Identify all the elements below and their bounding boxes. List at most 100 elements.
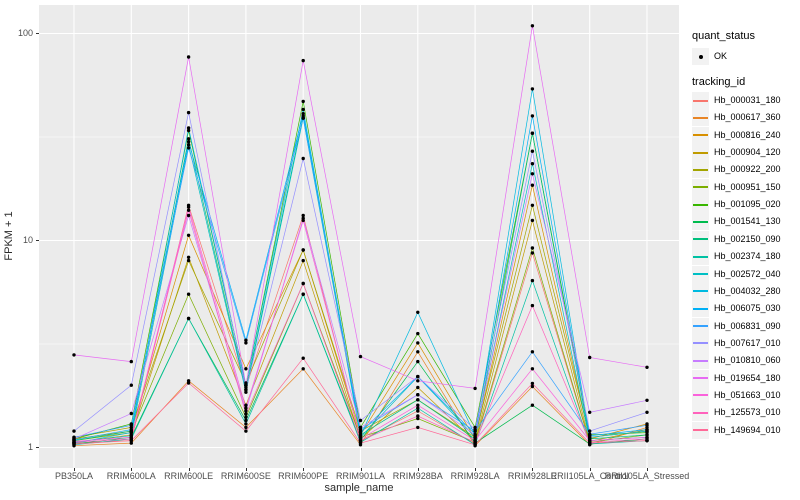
data-point <box>416 385 420 390</box>
x-axis-tick-label: RRIM901LA <box>335 471 386 481</box>
legend-key-line <box>692 265 709 283</box>
y-axis-tick <box>35 447 39 448</box>
legend-item-Hb_000904_120: Hb_000904_120 <box>692 144 781 162</box>
data-point <box>244 406 248 410</box>
data-point <box>645 427 649 432</box>
legend-item-label: Hb_002572_040 <box>714 268 781 279</box>
legend-key-line <box>692 161 709 179</box>
line-swatch-icon <box>693 273 708 275</box>
data-point <box>301 112 305 116</box>
line-swatch-icon <box>693 151 708 154</box>
data-point <box>473 427 477 432</box>
legend-item-label: Hb_006075_030 <box>714 303 781 314</box>
legend-key-line <box>692 282 709 300</box>
data-point <box>129 411 133 416</box>
data-point <box>530 24 535 28</box>
legend-item-label: Hb_002150_090 <box>714 233 781 244</box>
line-swatch-icon <box>693 186 708 189</box>
legend-title-quant-status: quant_status <box>692 30 755 42</box>
data-point <box>645 438 649 443</box>
data-point <box>416 374 420 379</box>
data-point <box>186 208 191 212</box>
x-axis-tick <box>245 468 247 471</box>
data-point <box>301 218 305 223</box>
data-point <box>358 425 363 430</box>
line-swatch-icon <box>693 238 708 241</box>
legend-key-line <box>692 126 709 144</box>
legend-item-Hb_051663_010: Hb_051663_010 <box>692 386 781 404</box>
data-point <box>244 390 248 394</box>
legend-item-Hb_006831_090: Hb_006831_090 <box>692 317 781 335</box>
y-axis-tick <box>35 33 39 34</box>
x-axis-tick <box>74 468 75 471</box>
x-axis-tick-label: RRIM600LE <box>164 471 214 481</box>
line-swatch-icon <box>693 290 708 293</box>
x-axis-tick <box>131 468 133 471</box>
legend-item-label: Hb_000816_240 <box>714 129 781 140</box>
data-point <box>186 55 191 59</box>
legend-item-label: Hb_000922_200 <box>714 164 781 175</box>
legend-item-Hb_006075_030: Hb_006075_030 <box>692 300 781 318</box>
legend-item-Hb_002150_090: Hb_002150_090 <box>692 230 781 248</box>
data-point <box>186 381 191 385</box>
data-point <box>186 316 191 321</box>
data-point <box>588 410 592 414</box>
legend-item-Hb_000816_240: Hb_000816_240 <box>692 126 781 144</box>
line-swatch-icon <box>693 325 708 328</box>
x-axis-tick-label: RRIM928LE <box>507 471 557 481</box>
line-swatch-icon <box>693 99 708 102</box>
x-axis-tick-label: RRIM600SE <box>220 471 271 481</box>
data-point <box>645 410 649 414</box>
line-swatch-icon <box>693 342 708 345</box>
data-point <box>186 146 191 150</box>
data-point <box>186 128 191 133</box>
line-swatch-icon <box>693 429 708 432</box>
data-point <box>588 429 592 433</box>
data-point <box>530 251 535 255</box>
x-axis-tick-label: RRIM928BA <box>392 471 443 481</box>
data-point <box>72 437 76 441</box>
data-point <box>530 367 535 371</box>
line-swatch-icon <box>693 203 708 206</box>
legend-item-label: Hb_051663_010 <box>714 389 781 400</box>
data-point <box>530 183 535 187</box>
data-point <box>530 203 535 207</box>
data-point <box>72 442 76 446</box>
legend-item-Hb_000922_200: Hb_000922_200 <box>692 161 781 179</box>
data-point <box>244 415 248 419</box>
legend-item-label: Hb_000031_180 <box>714 95 781 105</box>
legend-item-Hb_019654_180: Hb_019654_180 <box>692 369 781 387</box>
data-point <box>588 432 592 436</box>
legend-key-line <box>692 178 709 196</box>
data-point <box>416 406 420 410</box>
x-axis-tick <box>532 468 534 471</box>
data-point <box>530 381 535 386</box>
line-swatch-icon <box>693 168 708 171</box>
data-point <box>530 162 535 166</box>
x-axis-tick <box>647 468 648 471</box>
data-point <box>645 365 649 369</box>
legend-item-label: Hb_125573_010 <box>714 407 781 418</box>
legend-key-line <box>692 317 709 335</box>
x-axis-tick <box>303 468 305 471</box>
data-point <box>416 359 420 364</box>
line-swatch-icon <box>693 255 708 258</box>
data-point <box>244 425 248 430</box>
data-point <box>588 355 592 360</box>
data-point <box>186 143 191 147</box>
data-point <box>186 137 191 141</box>
y-axis-tick <box>35 240 39 241</box>
data-point <box>416 416 420 421</box>
legend-item-label: Hb_000617_360 <box>714 112 781 123</box>
legend-key-line <box>692 144 709 162</box>
x-axis-tick-label: RRII105LA_Control <box>550 471 629 481</box>
data-point <box>129 427 133 432</box>
data-point <box>72 353 76 357</box>
data-point <box>530 149 535 153</box>
legend-item-Hb_002374_180: Hb_002374_180 <box>692 248 781 266</box>
legend-key-line <box>692 421 709 439</box>
data-point <box>473 386 477 391</box>
data-point <box>186 140 191 144</box>
data-point <box>530 131 535 135</box>
